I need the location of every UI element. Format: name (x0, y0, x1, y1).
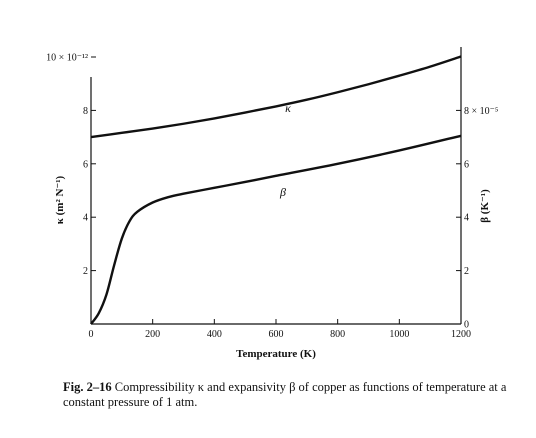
y-right-tick-label: 2 (464, 266, 469, 277)
x-tick-label: 800 (330, 329, 345, 340)
x-tick-label: 600 (269, 329, 284, 340)
left-axis-title: κ (m² N⁻¹) (54, 175, 66, 224)
y-left-tick-label: 2 (83, 266, 88, 277)
y-right-tick-label: 6 (464, 159, 469, 170)
series-label-kappa: κ (285, 101, 291, 115)
series-label-beta: β (279, 185, 286, 199)
y-left-tick-label: 8 (83, 106, 88, 117)
caption-text: Compressibility κ and expansivity β of c… (63, 380, 507, 409)
series-line-kappa (90, 55, 462, 139)
caption-number: Fig. 2–16 (63, 380, 112, 394)
right-axis-title: β (K⁻¹) (479, 189, 491, 223)
x-tick-label: 400 (207, 329, 222, 340)
x-tick-label: 0 (89, 329, 94, 340)
series-line-beta (90, 134, 462, 325)
series (90, 55, 462, 325)
x-axis-title: Temperature (K) (236, 348, 316, 360)
y-right-tick-label: 0 (464, 320, 469, 331)
x-tick-label: 1000 (389, 329, 409, 340)
y-left-tick-label: 10 × 10⁻¹² (46, 53, 88, 64)
ticks: 0 200 400 600 800 1000 1200 2 4 6 8 10 × 10⁻¹² 0 2 4 6 8… (46, 53, 498, 341)
y-right-tick-label: 4 (464, 213, 469, 224)
x-tick-label: 200 (145, 329, 160, 340)
figure-caption: Fig. 2–16 Compressibility κ and expansiv… (63, 380, 525, 410)
x-tick-label: 1200 (451, 329, 471, 340)
y-right-tick-label: 8 × 10⁻⁵ (464, 106, 498, 117)
y-left-tick-label: 6 (83, 159, 88, 170)
y-left-tick-label: 4 (83, 213, 88, 224)
